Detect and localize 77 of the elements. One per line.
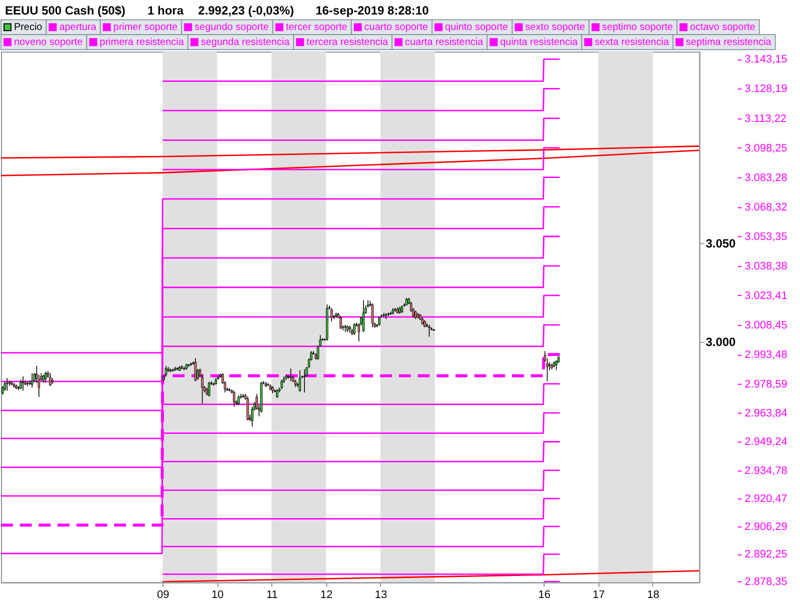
candlestick xyxy=(246,396,249,421)
candlestick xyxy=(555,360,558,371)
y-tick-label: 3.050 xyxy=(706,236,736,250)
candlestick xyxy=(319,334,322,347)
candlestick xyxy=(208,381,210,397)
candlestick xyxy=(362,300,365,332)
y2-tick-label: 2.978,59 xyxy=(744,378,788,390)
y2-tick-label: 3.098,25 xyxy=(744,142,788,154)
y2-tick-label: 3.038,38 xyxy=(744,260,788,272)
legend-label: octavo soporte xyxy=(690,22,756,34)
y2-tick-label: 3.023,41 xyxy=(744,290,788,302)
y2-tick-label: 2.892,25 xyxy=(744,548,788,561)
y2-tick-label: 3.008,45 xyxy=(744,319,788,332)
y2-tick-label: 3.053,35 xyxy=(744,230,788,243)
candlestick xyxy=(20,379,22,390)
candlestick xyxy=(6,378,8,392)
candlestick xyxy=(428,324,430,338)
y2-tick-label: 2.949,24 xyxy=(744,436,788,448)
legend-label: Precio xyxy=(14,22,43,34)
y2-tick-label: 2.878,35 xyxy=(744,576,788,588)
text: 2.992,23 (-0,03%) xyxy=(198,4,294,18)
y2-tick-label: 3.068,32 xyxy=(744,201,788,214)
legend-label: quinta resistencia xyxy=(500,37,578,48)
y2-tick-label: 2.963,84 xyxy=(744,407,788,420)
line-series xyxy=(1,150,700,176)
candlestick xyxy=(44,371,47,384)
legend-label: primer soporte xyxy=(113,22,178,34)
candlestick xyxy=(340,316,342,330)
candlestick xyxy=(30,372,34,388)
text: 16-sep-2019 8:28:10 xyxy=(316,4,430,18)
legend-label: septimo soporte xyxy=(602,22,674,34)
x-tick-label: 11 xyxy=(266,588,278,600)
legend-label: apertura xyxy=(59,22,97,34)
candlestick xyxy=(251,406,254,427)
legend-label: tercer soporte xyxy=(286,22,348,34)
candlestick xyxy=(298,370,302,392)
y-tick-label: 3.000 xyxy=(706,335,736,350)
candlestick xyxy=(280,379,283,390)
candlestick xyxy=(26,380,29,386)
candlestick xyxy=(22,376,24,392)
y2-tick-label: 2.906,29 xyxy=(744,520,788,533)
y2-tick-label: 2.934,78 xyxy=(744,464,788,477)
chart-subtitle: 1 hora xyxy=(148,4,184,18)
legend-label: cuarto soporte xyxy=(364,22,428,34)
y2-tick-label: 3.083,28 xyxy=(744,172,788,184)
legend-label: sexta resistencia xyxy=(594,37,670,48)
legend-label: noveno soporte xyxy=(14,37,84,48)
legend-label: cuarta resistencia xyxy=(405,37,484,48)
y2-tick-label: 2.993,48 xyxy=(744,348,788,361)
candlestick xyxy=(237,395,240,406)
legend-label: primera resistencia xyxy=(100,37,184,48)
y2-tick-label: 3.143,15 xyxy=(744,54,788,66)
candlestick xyxy=(49,372,52,386)
y2-tick-label: 3.128,19 xyxy=(744,83,788,96)
x-tick-label: 13 xyxy=(374,588,388,600)
y2-tick-label: 2.920,47 xyxy=(744,493,788,506)
chart-title: EEUU 500 Cash (50$) xyxy=(4,4,126,18)
y2-tick-label: 3.113,22 xyxy=(744,112,787,125)
legend-label: segunda resistencia xyxy=(200,37,290,48)
legend-label: segundo soporte xyxy=(194,22,270,34)
x-tick-label: 09 xyxy=(156,588,170,600)
x-tick-label: 18 xyxy=(647,588,660,600)
candlestick xyxy=(353,322,356,336)
legend-label: quinto soporte xyxy=(445,22,509,34)
line-series xyxy=(1,145,700,159)
legend-label: septima resistencia xyxy=(686,37,772,48)
x-tick-label: 12 xyxy=(320,588,333,600)
candlestick xyxy=(384,312,388,320)
candlestick xyxy=(330,308,333,322)
legend-label: sexto soporte xyxy=(525,22,586,34)
x-tick-label: 10 xyxy=(211,588,224,600)
legend-label: tercera resistencia xyxy=(306,37,388,48)
candlestick xyxy=(290,368,292,382)
candlestick xyxy=(232,390,236,408)
candlestick xyxy=(303,368,306,393)
x-tick-label: 16 xyxy=(538,588,550,600)
x-tick-label: 17 xyxy=(592,588,605,600)
